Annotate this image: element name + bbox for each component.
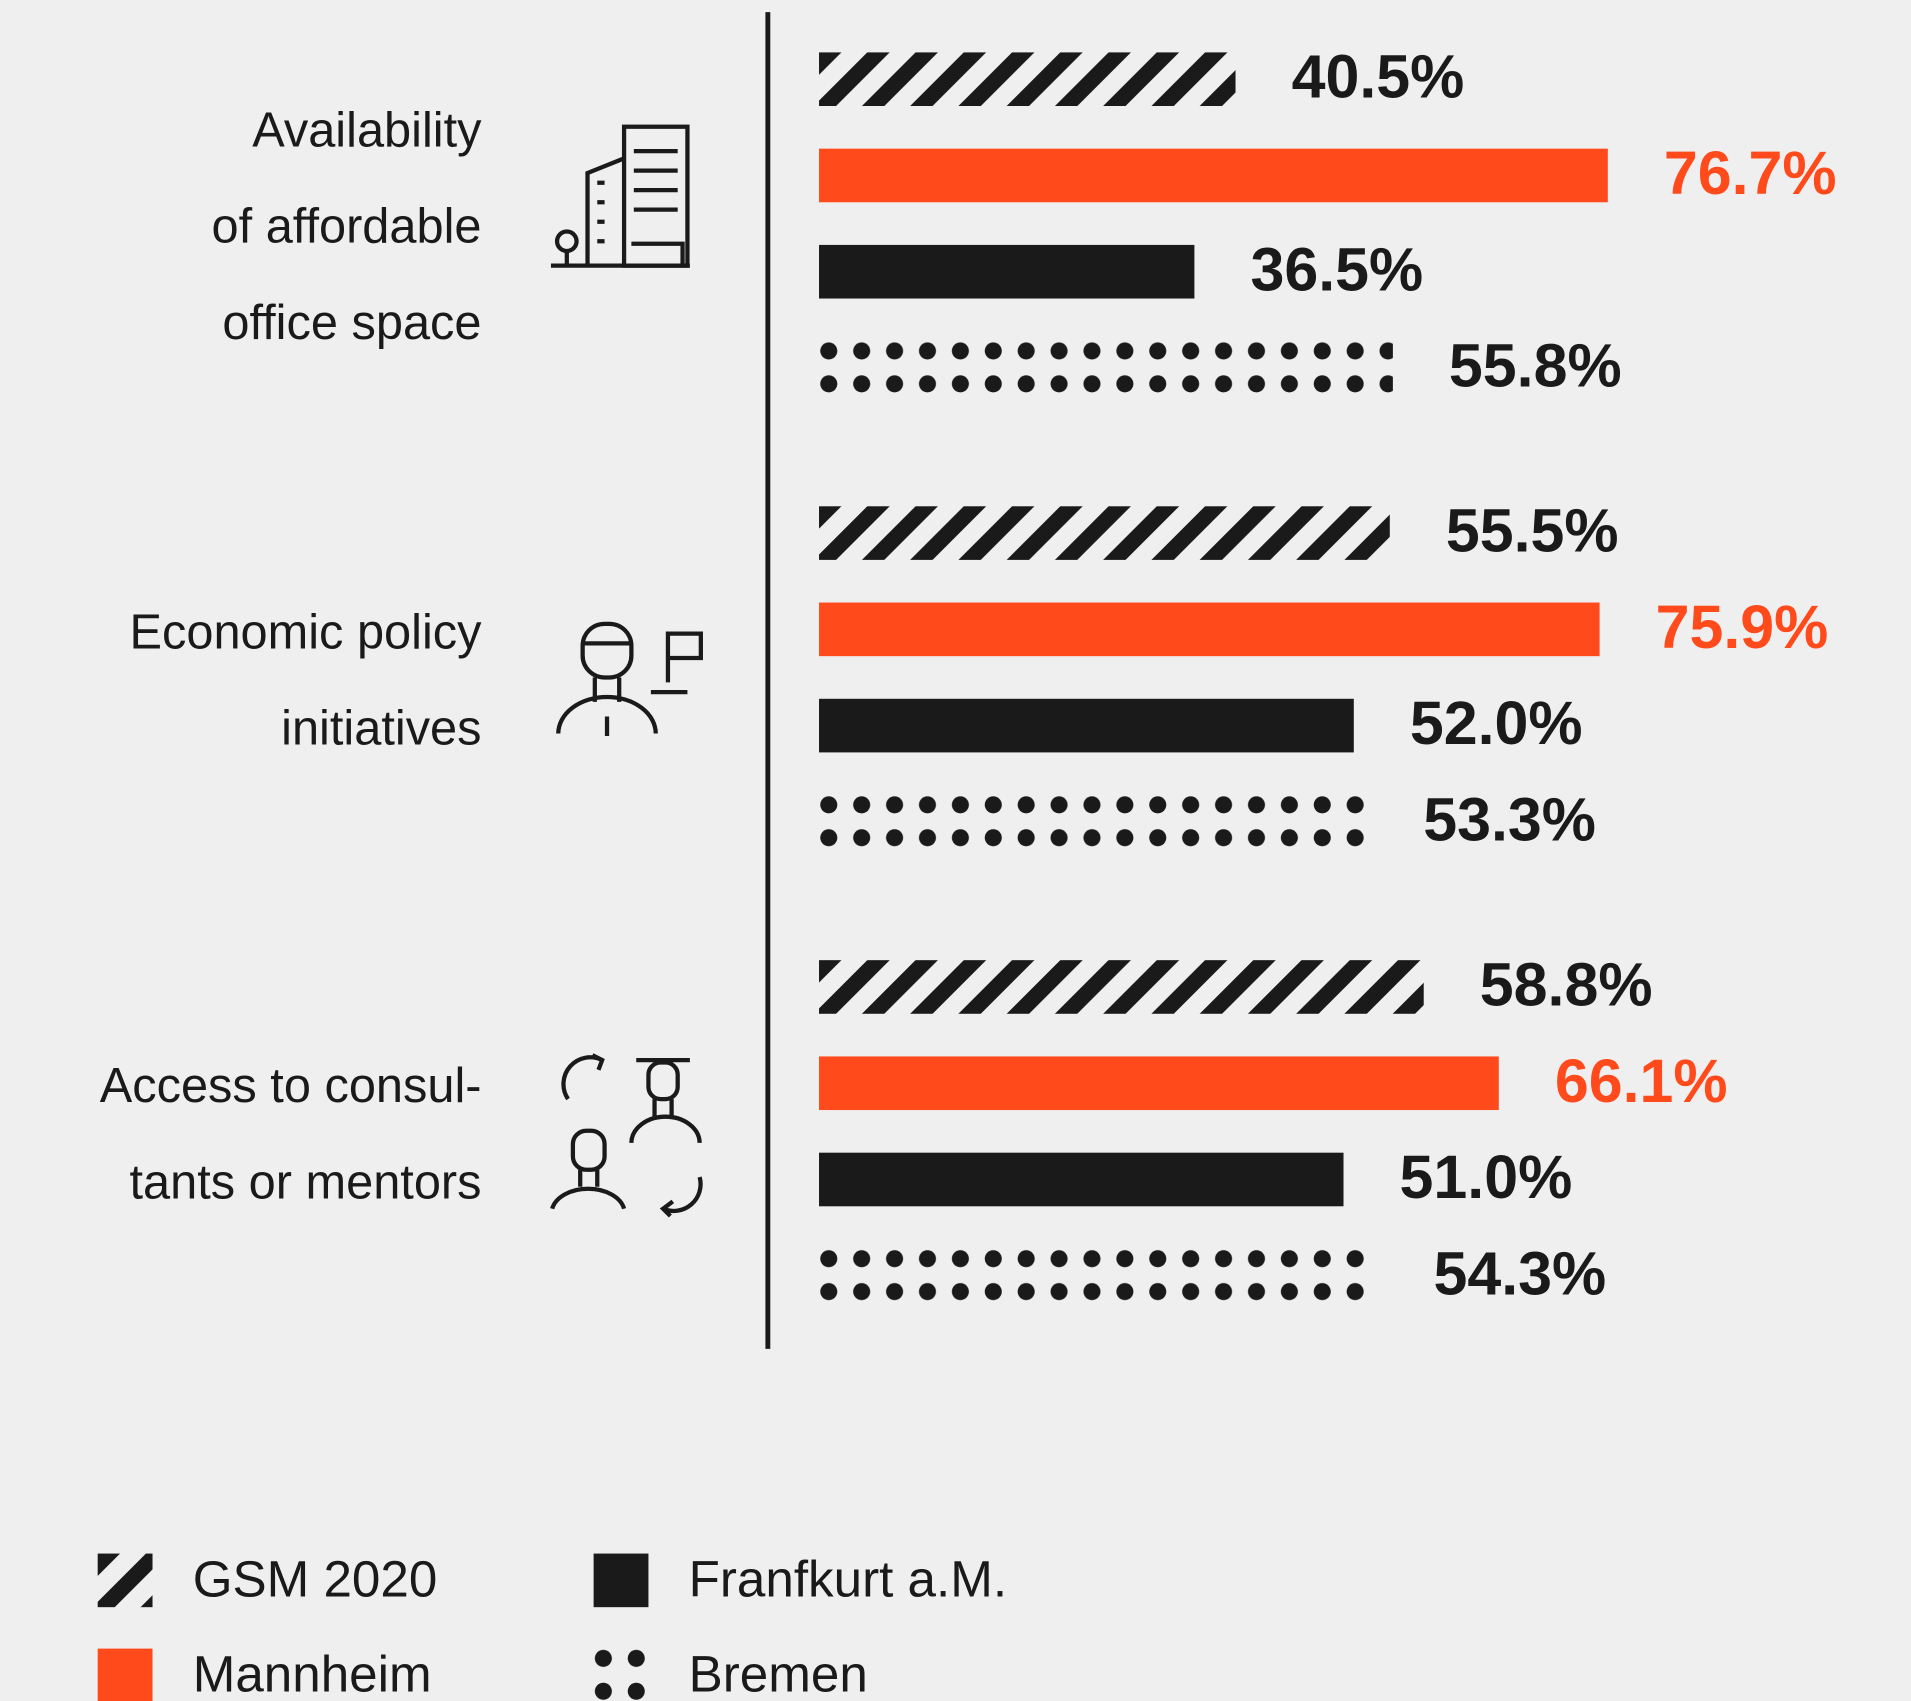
value-label: 55.5%	[1446, 497, 1619, 565]
value-label: 76.7%	[1664, 139, 1837, 207]
category-label: of affordable	[212, 200, 482, 254]
bar	[819, 960, 1424, 1014]
legend-label: GSM 2020	[193, 1550, 438, 1607]
mentor-icon	[550, 1053, 703, 1218]
value-label: 36.5%	[1250, 235, 1423, 303]
value-label: 75.9%	[1656, 593, 1829, 661]
value-label: 54.3%	[1434, 1239, 1607, 1307]
bar	[819, 148, 1608, 203]
value-label: 40.5%	[1292, 43, 1465, 111]
bar	[819, 506, 1390, 560]
category-label: Availability	[252, 103, 482, 157]
category-label: Access to consul-	[100, 1059, 482, 1113]
legend-label: Bremen	[689, 1645, 868, 1701]
value-label: 53.3%	[1423, 785, 1596, 853]
legend-swatch	[593, 1553, 649, 1608]
legend-swatch	[593, 1648, 649, 1701]
bar	[819, 1056, 1499, 1111]
legend-swatch	[97, 1648, 153, 1701]
legend-label: Franfkurt a.M.	[689, 1550, 1007, 1607]
category-label: initiatives	[281, 702, 481, 756]
value-label: 52.0%	[1410, 689, 1583, 757]
value-label: 66.1%	[1555, 1047, 1728, 1115]
bar	[819, 698, 1354, 753]
bar	[819, 1248, 1378, 1303]
bar	[819, 52, 1236, 107]
legend-swatch	[97, 1553, 153, 1608]
value-label: 58.8%	[1480, 951, 1653, 1019]
building-icon	[550, 124, 690, 268]
bar	[819, 1152, 1344, 1207]
bar	[819, 602, 1600, 657]
legend-label: Mannheim	[193, 1645, 432, 1701]
value-label: 51.0%	[1400, 1143, 1573, 1211]
category-label: Economic policy	[130, 605, 483, 659]
policy-icon	[556, 621, 703, 736]
bar	[819, 795, 1368, 849]
bar	[819, 244, 1195, 299]
category-label: tants or mentors	[130, 1155, 482, 1209]
value-label: 55.8%	[1449, 332, 1622, 400]
bar	[819, 341, 1393, 395]
category-label: office space	[222, 296, 481, 350]
